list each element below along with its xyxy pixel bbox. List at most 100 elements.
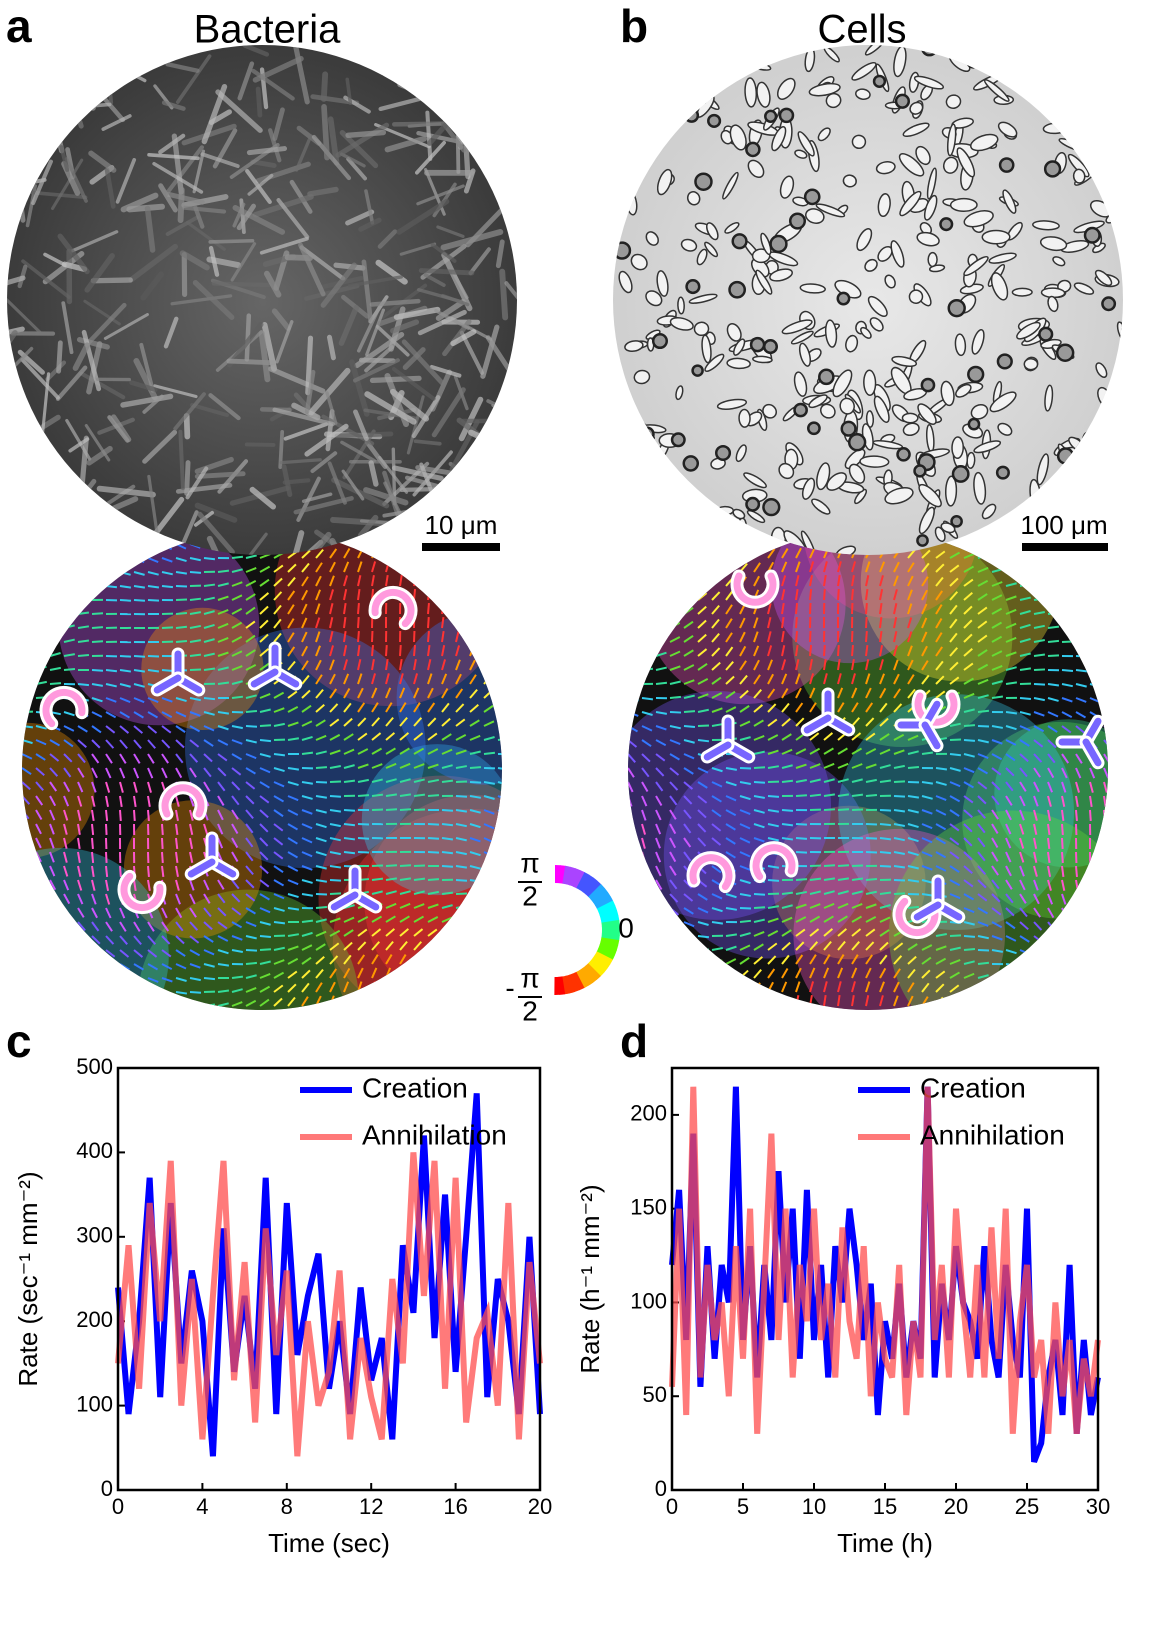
- director: [893, 942, 904, 951]
- director: [837, 808, 850, 811]
- cell: [842, 174, 857, 188]
- director: [441, 981, 448, 993]
- director: [739, 736, 751, 741]
- director: [795, 659, 800, 671]
- streak: [83, 299, 121, 326]
- streak: [40, 526, 58, 555]
- director: [497, 576, 502, 587]
- director: [63, 638, 75, 643]
- director: [949, 809, 960, 817]
- cell: [613, 446, 632, 470]
- director: [697, 662, 708, 671]
- director: [217, 753, 228, 762]
- streak: [200, 152, 240, 169]
- cell: [1032, 220, 1060, 231]
- director: [865, 954, 874, 965]
- director: [175, 809, 179, 822]
- director: [655, 595, 667, 601]
- director: [977, 823, 986, 834]
- director: [1075, 669, 1088, 673]
- director: [217, 569, 230, 573]
- streak: [495, 239, 505, 269]
- director: [371, 534, 379, 545]
- director: [22, 567, 33, 573]
- director: [22, 1000, 33, 1007]
- director: [1061, 837, 1064, 850]
- director: [1005, 681, 1018, 685]
- director: [1089, 781, 1094, 793]
- director: [259, 708, 271, 713]
- director: [287, 604, 295, 615]
- director: [1047, 711, 1059, 718]
- director: [1075, 683, 1087, 688]
- director: [683, 634, 694, 643]
- streak: [208, 245, 220, 277]
- director: [427, 561, 433, 573]
- director: [1089, 935, 1098, 945]
- director: [35, 837, 42, 849]
- director: [1005, 636, 1017, 643]
- streak: [142, 429, 178, 464]
- director: [669, 650, 681, 657]
- director: [669, 711, 682, 714]
- director: [725, 795, 737, 802]
- director: [259, 578, 270, 587]
- director: [329, 942, 340, 951]
- director: [781, 837, 794, 841]
- director: [1075, 781, 1080, 793]
- streak: [90, 277, 133, 284]
- director: [189, 767, 197, 778]
- streak: [237, 61, 255, 101]
- director: [63, 865, 69, 877]
- director: [907, 674, 915, 685]
- director: [245, 961, 258, 965]
- streak: [499, 268, 509, 321]
- director: [795, 890, 807, 895]
- director: [865, 794, 878, 797]
- cell: [877, 193, 891, 218]
- director: [725, 661, 734, 671]
- streak: [311, 134, 352, 181]
- cell: [901, 412, 919, 424]
- director: [22, 635, 32, 643]
- streak: [7, 504, 40, 531]
- director: [893, 851, 905, 855]
- round-cell: [682, 455, 700, 472]
- streak: [392, 121, 446, 127]
- director: [935, 945, 947, 951]
- director: [385, 954, 393, 965]
- director: [315, 955, 325, 965]
- director: [1089, 1005, 1102, 1009]
- director: [697, 960, 709, 965]
- director: [371, 877, 384, 881]
- director: [105, 669, 118, 673]
- director: [697, 973, 709, 979]
- director: [781, 904, 793, 909]
- director: [301, 851, 313, 858]
- streak: [201, 83, 228, 145]
- director: [413, 534, 421, 545]
- director: [725, 646, 734, 657]
- director: [119, 935, 128, 945]
- director: [1089, 893, 1094, 905]
- panel-label: d: [620, 1015, 648, 1067]
- director: [921, 562, 930, 573]
- director: [949, 564, 960, 573]
- director: [795, 837, 808, 840]
- director: [483, 549, 493, 559]
- director: [1075, 767, 1082, 779]
- director: [147, 781, 152, 793]
- director: [245, 986, 257, 993]
- director: [371, 778, 383, 783]
- director: [259, 795, 270, 804]
- director: [147, 767, 154, 779]
- cell: [826, 472, 847, 491]
- director: [781, 891, 794, 895]
- director: [161, 991, 173, 996]
- director: [189, 963, 201, 969]
- field-region: [792, 530, 1013, 748]
- director: [1005, 907, 1015, 917]
- director: [865, 967, 872, 979]
- director: [781, 764, 793, 769]
- director: [427, 967, 434, 979]
